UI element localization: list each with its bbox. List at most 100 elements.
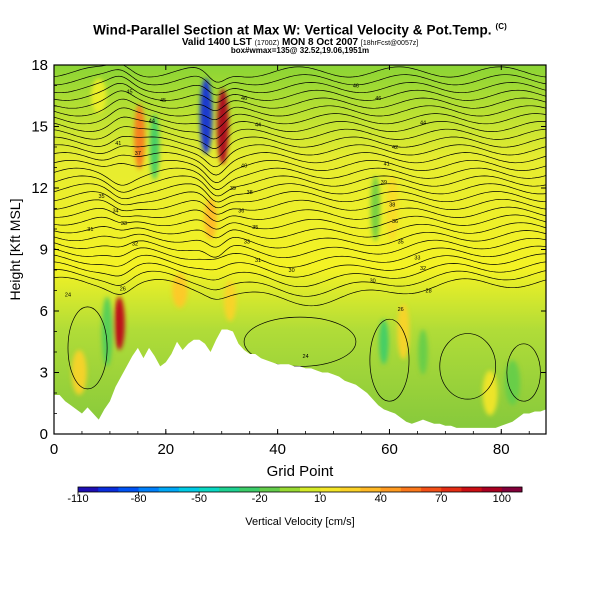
feature-updraft-central-low2 (223, 280, 237, 322)
colorbar-segment (199, 487, 220, 492)
contour-label: 31 (255, 258, 261, 264)
valid-time-line: Valid 1400 LST (1700Z) MON 8 Oct 2007 [1… (0, 37, 600, 48)
terrain-mask (54, 329, 546, 434)
isentrope (54, 65, 546, 83)
x-tick-label: 60 (381, 441, 398, 458)
contour-label: 24 (65, 293, 71, 299)
isentrope-loop (506, 343, 541, 402)
contour-label: 35 (98, 194, 104, 200)
contour-label: 36 (238, 209, 244, 215)
isentrope (54, 198, 546, 215)
isentrope-loop (369, 318, 410, 402)
contour-label: 44 (255, 122, 261, 128)
colorbar-segment (98, 487, 119, 492)
contour-label: 44 (149, 118, 155, 124)
feature-updraft-far-right (482, 370, 498, 416)
contour-label: 31 (87, 227, 93, 233)
y-tick-label: 15 (31, 119, 48, 136)
isentrope (54, 206, 546, 222)
isentrope (54, 253, 546, 278)
colorbar-segment (279, 487, 301, 492)
feature-updraft-central-low (172, 273, 188, 308)
colorbar-segment (300, 487, 321, 492)
colorbar-segment (441, 487, 462, 492)
contour-label: 24 (303, 354, 309, 360)
isentrope (54, 214, 546, 230)
colorbar (77, 486, 523, 495)
contour-label: 36 (392, 219, 398, 225)
isentrope (54, 82, 546, 103)
isentrope (54, 191, 546, 209)
x-tick-label: 0 (50, 441, 58, 458)
isentrope (54, 159, 546, 183)
colorbar-segment (259, 487, 281, 492)
contour-label: 32 (420, 266, 426, 272)
isentrope (54, 144, 546, 168)
title-text: Wind-Parallel Section at Max W: Vertical… (93, 22, 492, 38)
isentrope (54, 269, 546, 297)
colorbar-segment (219, 487, 240, 492)
feature-downdraft-right-low2 (418, 329, 428, 375)
contour-label: 37 (135, 151, 141, 157)
contour-label: 46 (241, 96, 247, 102)
x-tick-label: 40 (269, 441, 286, 458)
colorbar-segment (239, 487, 261, 492)
isentrope (54, 237, 546, 259)
isentrope-loop (67, 306, 108, 390)
isentrope (54, 116, 546, 140)
contour-label: 34 (112, 209, 118, 215)
contour-label: 41 (384, 161, 390, 167)
contour-label: 39 (381, 180, 387, 186)
colorbar-segment (481, 487, 503, 492)
feature-updraft-upper-right (216, 88, 229, 165)
colorbar-segment (501, 487, 523, 492)
x-tick-label: 20 (157, 441, 174, 458)
colorbar-title: Vertical Velocity [cm/s] (245, 516, 355, 528)
isentrope (54, 230, 546, 249)
isentrope (54, 183, 546, 203)
isentrope (54, 222, 546, 239)
contour-label: 26 (398, 307, 404, 313)
colorbar-tick-label: -50 (191, 493, 208, 505)
colorbar-segment (138, 487, 160, 492)
colorbar-segment (178, 487, 200, 492)
contour-label: 38 (247, 190, 253, 196)
feature-downdraft-left-band (101, 296, 113, 367)
feature-updraft-low-left (114, 296, 125, 350)
valid-utc: (1700Z) (254, 40, 280, 47)
colorbar-frame (77, 486, 523, 493)
colorbar-tick-label: -110 (67, 493, 89, 505)
colorbar-tick-label: 70 (435, 493, 448, 505)
title-mark: (C) (495, 22, 507, 31)
y-tick-label: 6 (40, 303, 48, 320)
isentrope (54, 276, 546, 307)
theta-contours (54, 65, 546, 402)
colorbar-segment (400, 487, 422, 492)
colorbar-segment (461, 487, 483, 492)
colorbar-tick-label: -20 (251, 493, 268, 505)
feature-downdraft-right-mid (370, 175, 381, 242)
contour-label: 39 (230, 186, 236, 192)
x-axis-label: Grid Point (267, 463, 335, 480)
contour-label: 44 (420, 120, 426, 126)
isentrope (54, 167, 546, 190)
feature-downdraft-right-low (379, 319, 389, 365)
contour-label: 46 (353, 84, 359, 90)
y-axis-label: Height [Kft MSL] (7, 199, 23, 301)
contour-label: 46 (375, 96, 381, 102)
y-tick-label: 9 (40, 242, 48, 259)
isentrope (54, 261, 546, 288)
isentrope (54, 107, 546, 130)
x-tick-label: 80 (493, 441, 510, 458)
contour-label: 30 (370, 278, 376, 284)
colorbar-segment (360, 487, 382, 492)
contour-label: 45 (160, 98, 166, 104)
contour-label: 35 (252, 225, 258, 231)
isentrope (54, 75, 546, 96)
colorbar-tick-label: 40 (374, 493, 387, 505)
y-tick-label: 0 (40, 426, 48, 443)
valid-main: Valid 1400 LST (181, 37, 252, 48)
contour-label: 42 (392, 145, 398, 151)
y-tick-label: 18 (31, 57, 48, 74)
